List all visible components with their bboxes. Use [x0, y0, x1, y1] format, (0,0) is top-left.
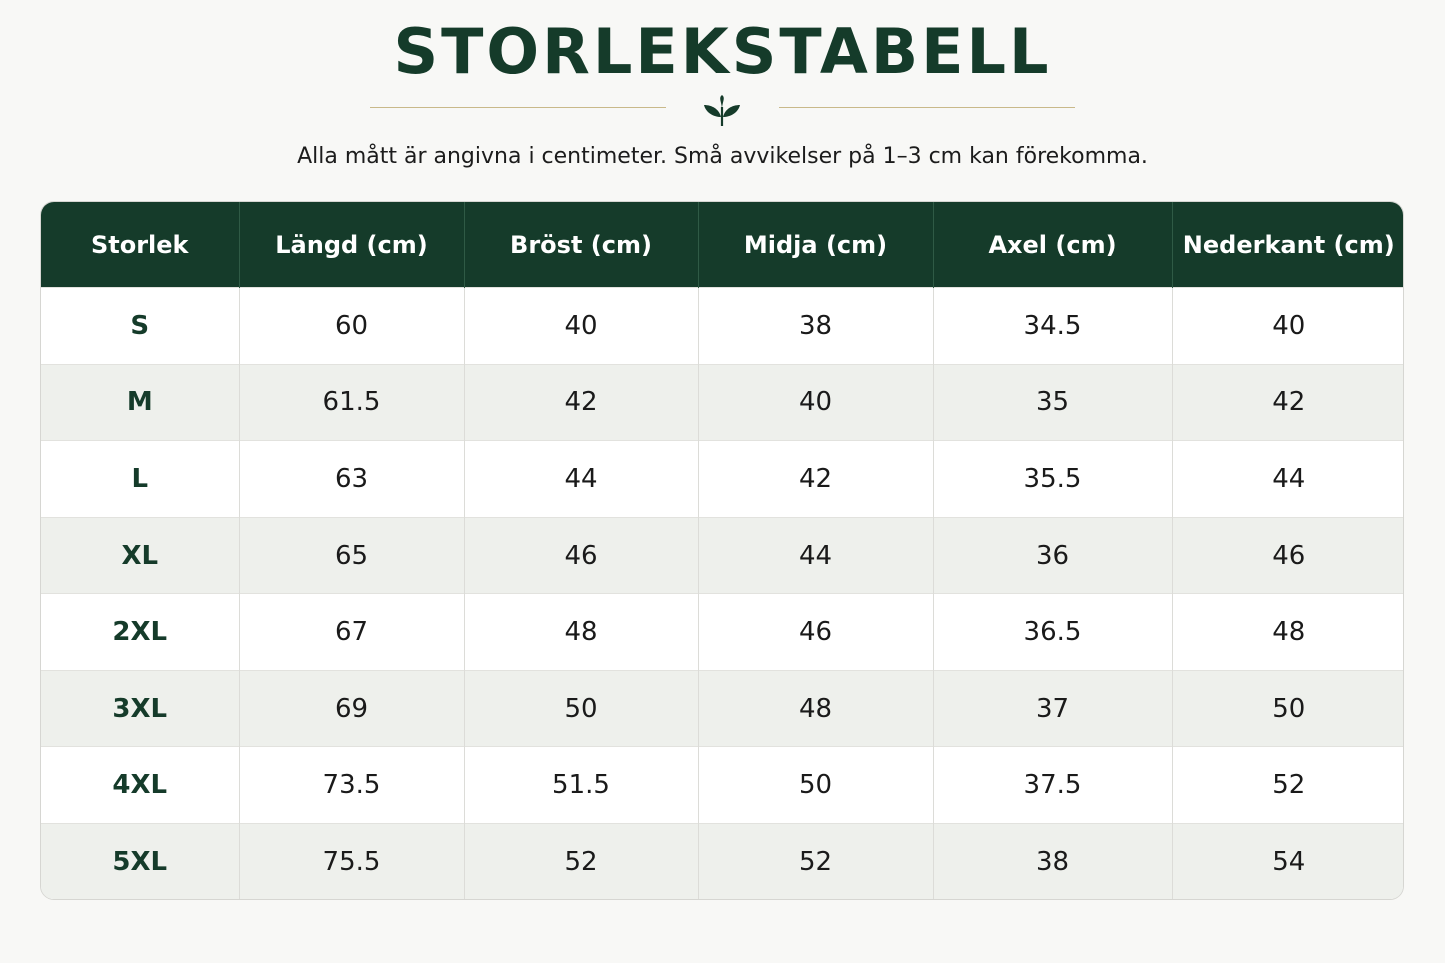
table-cell: 65 [239, 516, 465, 594]
table-cell: 63 [239, 440, 465, 518]
size-cell: 4XL [41, 746, 240, 824]
size-cell: S [41, 287, 240, 365]
table-cell: 42 [464, 363, 699, 441]
table-cell: 73.5 [239, 746, 465, 824]
header-langd: Längd (cm) [239, 202, 465, 288]
table-cell: 52 [698, 823, 934, 899]
table-cell: 50 [464, 669, 699, 747]
table-cell: 54 [1172, 823, 1403, 899]
table-row: L 63 44 42 35.5 44 [41, 440, 1403, 518]
size-cell: XL [41, 516, 240, 594]
table-cell: 35.5 [933, 440, 1173, 518]
table-cell: 38 [698, 287, 934, 365]
page-title: STORLEKSTABELL [393, 15, 1052, 88]
table-cell: 52 [464, 823, 699, 899]
size-table-container: Storlek Längd (cm) Bröst (cm) Midja (cm)… [40, 201, 1404, 900]
subtitle: Alla mått är angivna i centimeter. Små a… [297, 144, 1148, 169]
table-cell: 37 [933, 669, 1173, 747]
table-cell: 46 [698, 593, 934, 671]
table-row: 4XL 73.5 51.5 50 37.5 52 [41, 746, 1403, 824]
table-header-row: Storlek Längd (cm) Bröst (cm) Midja (cm)… [41, 202, 1403, 288]
table-cell: 60 [239, 287, 465, 365]
table-row: 2XL 67 48 46 36.5 48 [41, 593, 1403, 671]
table-cell: 40 [698, 363, 934, 441]
header-midja: Midja (cm) [698, 202, 934, 288]
size-cell: L [41, 440, 240, 518]
table-cell: 35 [933, 363, 1173, 441]
divider-line-left [370, 107, 666, 108]
header-axel: Axel (cm) [933, 202, 1173, 288]
table-cell: 75.5 [239, 823, 465, 899]
table-cell: 52 [1172, 746, 1403, 824]
table-cell: 44 [1172, 440, 1403, 518]
header-nederkant: Nederkant (cm) [1172, 202, 1403, 288]
table-cell: 40 [1172, 287, 1403, 365]
table-cell: 67 [239, 593, 465, 671]
size-table: Storlek Längd (cm) Bröst (cm) Midja (cm)… [41, 202, 1403, 899]
header-storlek: Storlek [41, 202, 240, 288]
table-cell: 34.5 [933, 287, 1173, 365]
table-cell: 40 [464, 287, 699, 365]
table-cell: 50 [698, 746, 934, 824]
table-cell: 69 [239, 669, 465, 747]
size-cell: M [41, 363, 240, 441]
table-cell: 42 [698, 440, 934, 518]
table-row: M 61.5 42 40 35 42 [41, 363, 1403, 441]
table-cell: 46 [1172, 516, 1403, 594]
table-row: XL 65 46 44 36 46 [41, 516, 1403, 594]
table-row: 5XL 75.5 52 52 38 54 [41, 823, 1403, 899]
table-cell: 44 [464, 440, 699, 518]
table-cell: 38 [933, 823, 1173, 899]
leaf-sprout-icon [704, 95, 740, 126]
size-cell: 5XL [41, 823, 240, 899]
table-cell: 48 [698, 669, 934, 747]
table-cell: 61.5 [239, 363, 465, 441]
table-cell: 50 [1172, 669, 1403, 747]
table-cell: 44 [698, 516, 934, 594]
table-cell: 48 [464, 593, 699, 671]
table-cell: 36 [933, 516, 1173, 594]
table-row: S 60 40 38 34.5 40 [41, 287, 1403, 365]
header-brost: Bröst (cm) [464, 202, 699, 288]
size-cell: 3XL [41, 669, 240, 747]
table-row: 3XL 69 50 48 37 50 [41, 669, 1403, 747]
table-cell: 48 [1172, 593, 1403, 671]
table-cell: 36.5 [933, 593, 1173, 671]
table-cell: 37.5 [933, 746, 1173, 824]
table-cell: 46 [464, 516, 699, 594]
title-divider [370, 95, 1075, 126]
table-cell: 42 [1172, 363, 1403, 441]
divider-line-right [779, 107, 1075, 108]
size-cell: 2XL [41, 593, 240, 671]
table-cell: 51.5 [464, 746, 699, 824]
